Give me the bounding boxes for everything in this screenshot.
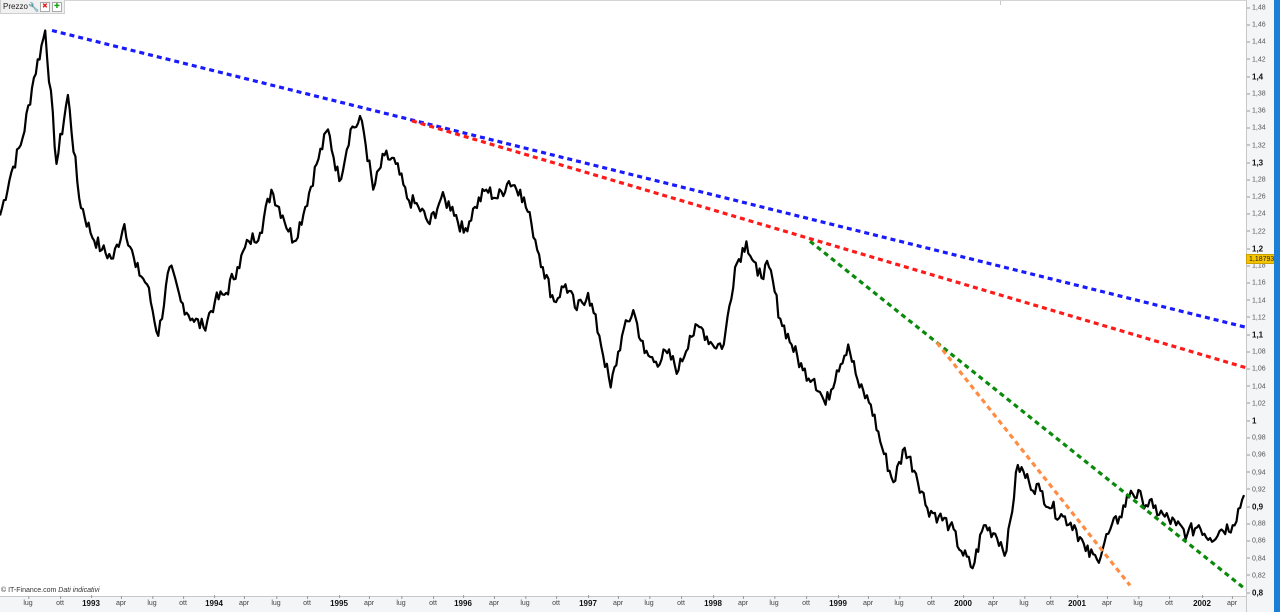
y-tick-label: 0,9 (1247, 502, 1263, 511)
y-tick-label: 1,46 (1247, 22, 1266, 29)
x-tick-label: 2000 (954, 595, 972, 608)
x-tick-label: lug (1133, 596, 1143, 607)
y-tick-label: 1,18 (1247, 263, 1266, 270)
trendline-blue[interactable] (51, 28, 1246, 329)
data-credit: © IT-Finance.com Dati indicativi (1, 587, 100, 594)
wrench-icon[interactable]: 🔧 (28, 1, 40, 12)
y-tick-label: 1,42 (1247, 56, 1266, 63)
x-tick-label: apr (737, 596, 749, 607)
x-tick-label: 2001 (1068, 595, 1086, 608)
y-tick-label: 1,34 (1247, 125, 1266, 132)
x-tick-label: lug (769, 596, 779, 607)
y-tick-label: 0,94 (1247, 469, 1266, 476)
x-tick-label: 1997 (579, 595, 597, 608)
vertical-scrollbar[interactable] (1274, 0, 1280, 612)
x-tick-label: ott (927, 596, 935, 607)
x-tick-label: lug (147, 596, 157, 607)
add-icon[interactable]: ✚ (51, 1, 62, 12)
y-tick-label: 1,22 (1247, 228, 1266, 235)
x-tick-label: apr (238, 596, 250, 607)
y-tick-label: 1,28 (1247, 177, 1266, 184)
x-tick-label: lug (894, 596, 904, 607)
x-tick-label: ott (552, 596, 560, 607)
y-tick-label: 0,86 (1247, 538, 1266, 545)
y-tick-label: 1,16 (1247, 280, 1266, 287)
price-line (0, 29, 1246, 570)
x-tick-label: lug (396, 596, 406, 607)
y-tick-label: 0,84 (1247, 555, 1266, 562)
x-tick-label: apr (1226, 596, 1238, 607)
x-tick-label: apr (862, 596, 874, 607)
y-tick-label: 1,2 (1247, 244, 1263, 253)
x-tick-label: 1995 (330, 595, 348, 608)
y-tick-label: 1,32 (1247, 142, 1266, 149)
x-tick-label: 2002 (1193, 595, 1211, 608)
x-tick-label: lug (23, 596, 33, 607)
current-price-badge: 1,18793 (1246, 254, 1278, 264)
y-tick-label: 1,3 (1247, 158, 1263, 167)
legend-label: Prezzo (3, 2, 28, 11)
series-legend: Prezzo 🔧 ✖ ✚ (0, 0, 65, 14)
y-tick-label: 0,96 (1247, 452, 1266, 459)
x-tick-label: ott (429, 596, 437, 607)
y-tick-label: 1,12 (1247, 314, 1266, 321)
x-tick-label: apr (488, 596, 500, 607)
x-tick-label: apr (363, 596, 375, 607)
y-axis[interactable]: 1,48 1,46 1,44 1,42 1,4 1,38 1,36 1,34 1,32 1,3 1,… (1246, 0, 1274, 612)
x-tick-label: apr (1101, 596, 1113, 607)
trendline-orange[interactable] (935, 341, 1132, 587)
x-tick-label: lug (644, 596, 654, 607)
x-tick-label: ott (802, 596, 810, 607)
x-tick-label: lug (520, 596, 530, 607)
price-chart-svg (0, 28, 1246, 591)
y-tick-label: 1,38 (1247, 91, 1266, 98)
y-tick-label: 1,26 (1247, 194, 1266, 201)
y-tick-label: 1,36 (1247, 108, 1266, 115)
x-tick-label: ott (677, 596, 685, 607)
x-tick-label: ott (56, 596, 64, 607)
y-tick-label: 1,4 (1247, 72, 1263, 81)
y-tick-label: 1,02 (1247, 400, 1266, 407)
x-tick-label: apr (115, 596, 127, 607)
x-tick-label: lug (271, 596, 281, 607)
x-tick-label: 1993 (82, 595, 100, 608)
credit-note: Dati indicativi (58, 587, 100, 594)
y-tick-label: 1,24 (1247, 211, 1266, 218)
y-tick-label: 0,98 (1247, 435, 1266, 442)
x-tick-label: apr (612, 596, 624, 607)
panel-divider (1000, 1, 1001, 5)
x-tick-label: apr (987, 596, 999, 607)
x-tick-label: 1999 (829, 595, 847, 608)
x-tick-label: 1996 (454, 595, 472, 608)
chart-plot-area[interactable] (0, 0, 1246, 596)
trendline-green[interactable] (809, 240, 1246, 591)
x-tick-label: ott (303, 596, 311, 607)
y-tick-label: 1,1 (1247, 330, 1263, 339)
y-tick-label: 1,14 (1247, 297, 1266, 304)
y-tick-label: 1,48 (1247, 5, 1266, 12)
y-tick-label: 1,44 (1247, 39, 1266, 46)
x-tick-label: 1998 (704, 595, 722, 608)
credit-source: © IT-Finance.com (1, 587, 57, 594)
trendline-red[interactable] (411, 119, 1246, 370)
y-tick-label: 1,08 (1247, 349, 1266, 356)
x-tick-label: ott (179, 596, 187, 607)
y-tick-label: 1,04 (1247, 383, 1266, 390)
x-tick-label: 1994 (205, 595, 223, 608)
x-axis[interactable]: lug ott 1993 apr lug ott 1994 apr lug ott 1995 apr l… (0, 595, 1246, 612)
y-tick-label: 0,92 (1247, 486, 1266, 493)
x-tick-label: ott (1165, 596, 1173, 607)
remove-icon[interactable]: ✖ (39, 1, 50, 12)
y-tick-label: 1,06 (1247, 366, 1266, 373)
y-tick-label: 0,8 (1247, 589, 1263, 598)
y-tick-label: 1 (1247, 416, 1256, 425)
x-tick-label: lug (1019, 596, 1029, 607)
x-tick-label: ott (1046, 596, 1054, 607)
y-tick-label: 0,82 (1247, 572, 1266, 579)
y-tick-label: 0,88 (1247, 521, 1266, 528)
